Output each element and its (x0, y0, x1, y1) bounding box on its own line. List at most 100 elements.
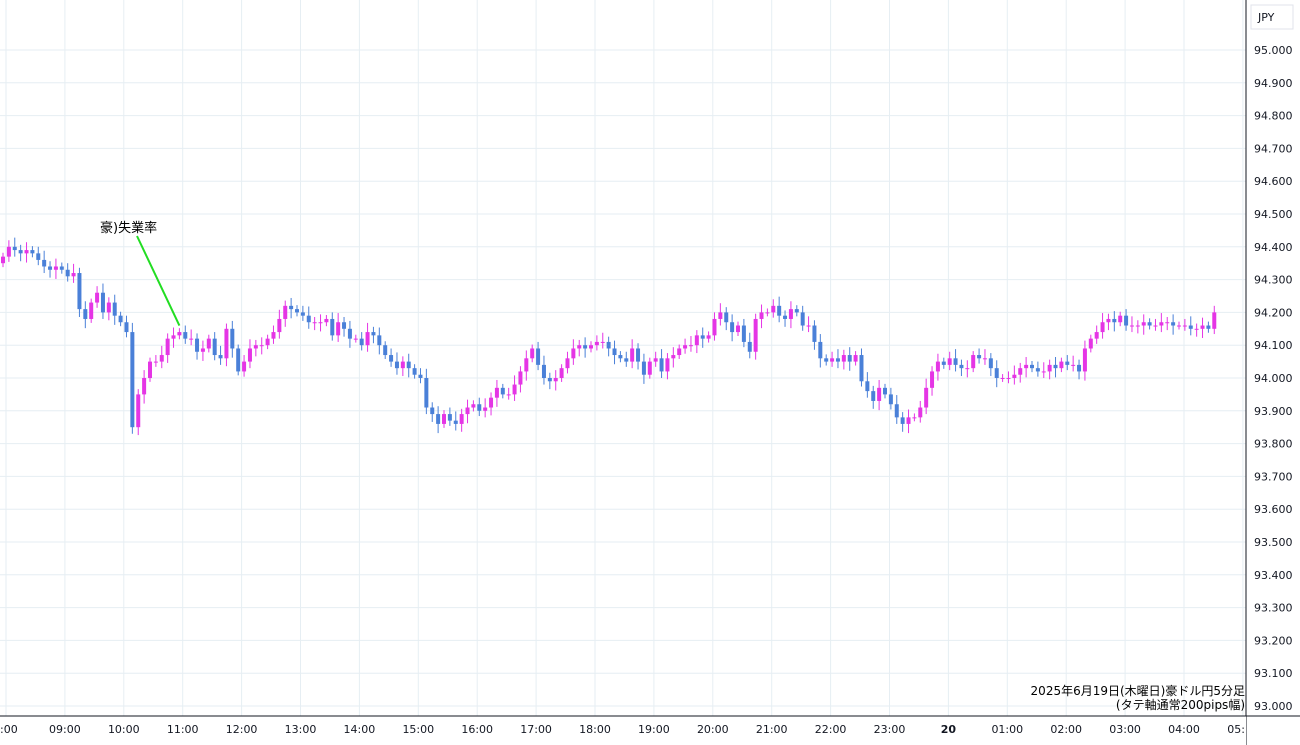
candle (647, 357, 652, 379)
x-tick-label: 11:00 (167, 723, 199, 736)
candle (824, 354, 829, 366)
candle-body (277, 318, 282, 333)
candle-body (988, 358, 993, 369)
candle (1012, 365, 1017, 385)
candle (218, 345, 223, 365)
candle (212, 332, 217, 361)
y-tick-label: 93.900 (1254, 405, 1293, 418)
candle (771, 299, 776, 318)
candle (753, 313, 758, 360)
y-tick-label: 93.400 (1254, 569, 1293, 582)
candle (589, 341, 593, 353)
candle-body (324, 318, 329, 323)
candle-body (459, 414, 464, 424)
candle (888, 387, 893, 410)
candle (148, 357, 152, 382)
candle (1200, 317, 1205, 338)
candle (242, 355, 247, 377)
candle-body (53, 266, 58, 270)
candle (371, 326, 376, 344)
candle (500, 383, 505, 399)
candle-body (447, 414, 452, 421)
candle-body (295, 309, 299, 313)
candle-body (95, 292, 100, 303)
candle (18, 244, 23, 262)
candle-body (171, 335, 176, 339)
candle (906, 409, 911, 434)
candle-body (994, 368, 999, 378)
candle (935, 353, 940, 381)
candle (841, 349, 846, 370)
candle (471, 400, 476, 412)
candle (71, 263, 76, 283)
x-tick-label: 01:00 (991, 723, 1023, 736)
candle-body (289, 305, 294, 310)
candle-body (24, 250, 29, 254)
x-tick-label: 03:00 (1109, 723, 1141, 736)
candle (83, 301, 88, 329)
candle (1024, 357, 1029, 378)
candle-body (471, 404, 476, 408)
candle-body (1100, 322, 1105, 333)
candle (1206, 321, 1211, 333)
candle (965, 360, 970, 378)
candle (377, 327, 382, 355)
candle (1188, 316, 1193, 336)
annotation-pointer (136, 235, 181, 326)
candle-body (189, 338, 194, 340)
candle (436, 406, 441, 434)
candle-body (283, 305, 288, 319)
candle-body (777, 305, 782, 316)
candle-body (500, 387, 505, 395)
candle (77, 267, 82, 317)
candle (600, 332, 605, 349)
candle-body (465, 407, 470, 415)
candle-body (265, 338, 270, 346)
candle (206, 334, 211, 353)
candle (336, 313, 341, 342)
candle-body (930, 371, 935, 388)
candle (1171, 314, 1176, 335)
candle-body (606, 341, 611, 349)
candle (947, 351, 952, 371)
candle-body (941, 361, 946, 365)
y-tick-label: 93.300 (1254, 602, 1293, 615)
candle (118, 311, 123, 327)
candle-body (877, 387, 882, 401)
candle-body (165, 338, 170, 356)
candle (512, 375, 517, 401)
candle (1035, 361, 1040, 377)
candle-body (959, 364, 964, 369)
candle-body (600, 341, 605, 343)
candle (683, 338, 688, 354)
candle-body (1112, 318, 1117, 323)
y-tick-label: 93.600 (1254, 503, 1293, 516)
candle-body (418, 374, 423, 378)
candle-body (553, 378, 558, 382)
candle-body (183, 332, 188, 339)
candle-body (148, 361, 152, 378)
candle (677, 344, 682, 359)
candle (730, 314, 735, 342)
candle (189, 329, 194, 346)
candle (553, 370, 558, 391)
candle-body (653, 358, 658, 362)
candle-body (1147, 322, 1152, 326)
candle-body (953, 358, 958, 365)
candle-body (359, 338, 364, 346)
candle-body (1059, 361, 1064, 369)
y-tick-label: 94.600 (1254, 175, 1293, 188)
candle-body (142, 378, 147, 395)
candle-body (718, 312, 723, 319)
candle-body (812, 325, 817, 342)
candle (812, 320, 817, 350)
candle (1088, 334, 1093, 353)
candle (688, 336, 693, 352)
candle-body (865, 381, 870, 392)
candle-body (65, 269, 70, 277)
candle-body (1159, 322, 1164, 326)
candle (1212, 305, 1217, 335)
candle (777, 296, 782, 323)
candle-body (318, 322, 323, 324)
candle (394, 352, 399, 375)
